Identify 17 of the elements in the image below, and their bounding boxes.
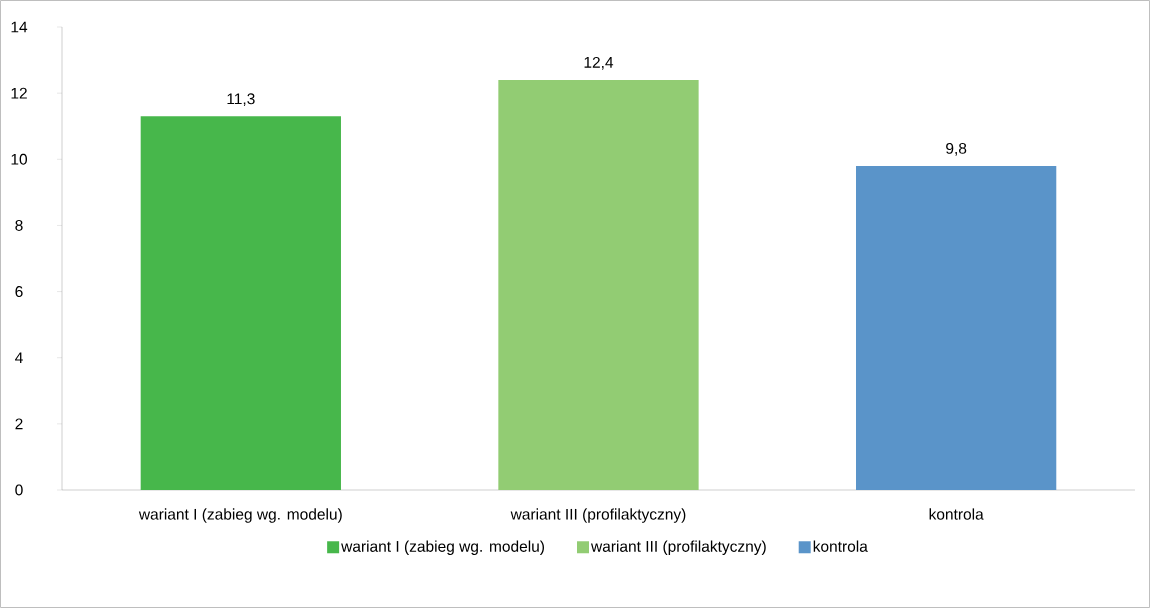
x-tick-label: wariant III (profilaktyczny) xyxy=(510,508,686,523)
y-tick-label: 4 xyxy=(15,352,23,364)
legend-label: wariant I (zabieg wg. modelu) xyxy=(341,540,544,555)
x-tick-label: kontrola xyxy=(929,508,984,520)
y-tick-label: 14 xyxy=(11,21,28,33)
y-tick-label: 6 xyxy=(15,286,23,298)
legend-label: kontrola xyxy=(813,540,868,552)
data-label: 11,3 xyxy=(227,93,255,107)
y-tick-label: 12 xyxy=(11,87,27,99)
x-tick-label: wariant I (zabieg wg. modelu) xyxy=(138,508,342,523)
data-label: 9,8 xyxy=(946,142,967,156)
data-label: 12,4 xyxy=(584,56,614,70)
y-tick-label: 8 xyxy=(15,219,23,231)
y-tick-label: 0 xyxy=(15,484,23,496)
y-tick-label: 2 xyxy=(15,418,23,430)
y-tick-label: 10 xyxy=(11,153,28,165)
legend-label: wariant III (profilaktyczny) xyxy=(590,540,766,555)
